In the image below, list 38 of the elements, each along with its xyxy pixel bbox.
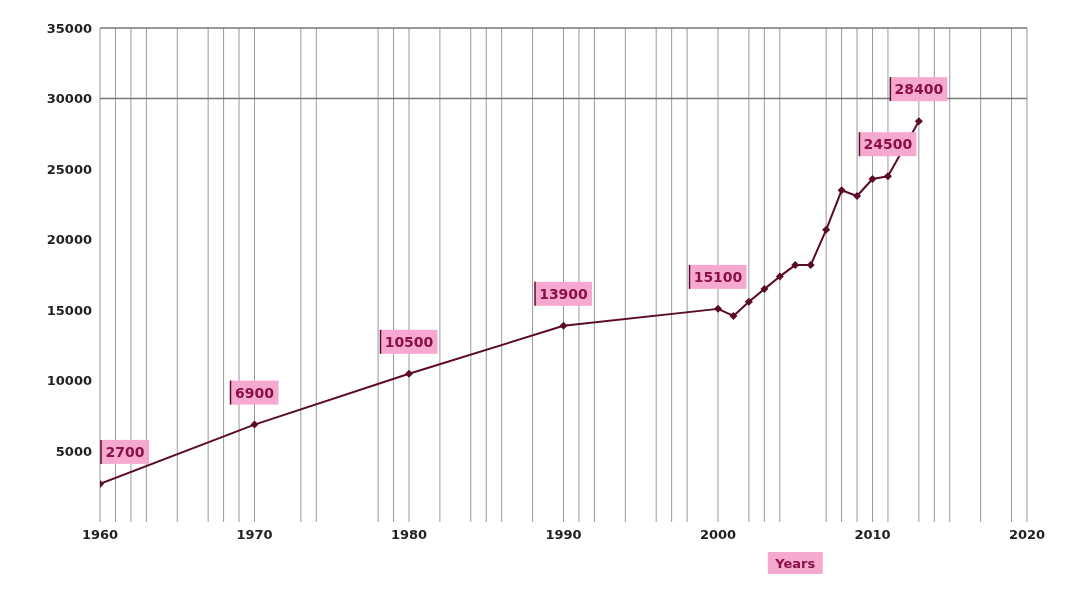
data-label: 2700: [105, 443, 145, 460]
point: [853, 191, 862, 200]
data-label: 10500: [384, 333, 434, 350]
data-label: 28400: [894, 81, 944, 98]
point: [822, 225, 831, 234]
x-tick-label: 2010: [854, 527, 891, 543]
y-tick-label: 20000: [46, 232, 92, 248]
point: [760, 285, 769, 294]
point: [791, 261, 800, 270]
point: [250, 420, 259, 429]
data-label: 15100: [693, 268, 743, 285]
y-tick-label: 15000: [46, 302, 92, 318]
point: [914, 117, 923, 126]
point: [729, 311, 738, 320]
x-tick-label: 1980: [390, 527, 428, 543]
point: [883, 172, 892, 181]
point: [714, 304, 722, 313]
point: [775, 272, 784, 281]
point: [744, 297, 753, 306]
x-tick-label: 2020: [1008, 527, 1046, 543]
x-tick-label: 1970: [236, 527, 273, 543]
y-tick-label: 30000: [46, 91, 92, 107]
x-tick-label: 1960: [81, 527, 119, 543]
x-axis-title: Years: [774, 556, 816, 571]
y-tick-label: 5000: [55, 444, 92, 460]
y-tick-label: 25000: [46, 161, 92, 177]
data-label: 6900: [235, 384, 275, 401]
point: [559, 321, 568, 330]
y-tick-label: 35000: [46, 20, 92, 36]
point: [837, 186, 846, 195]
point: [405, 369, 413, 378]
data-label: 13900: [539, 285, 589, 302]
y-tick-label: 10000: [46, 373, 92, 389]
data-label: 24500: [863, 136, 913, 153]
x-tick-label: 1990: [545, 527, 582, 543]
x-tick-label: 2000: [699, 527, 737, 543]
point: [806, 261, 815, 270]
point: [868, 175, 877, 184]
